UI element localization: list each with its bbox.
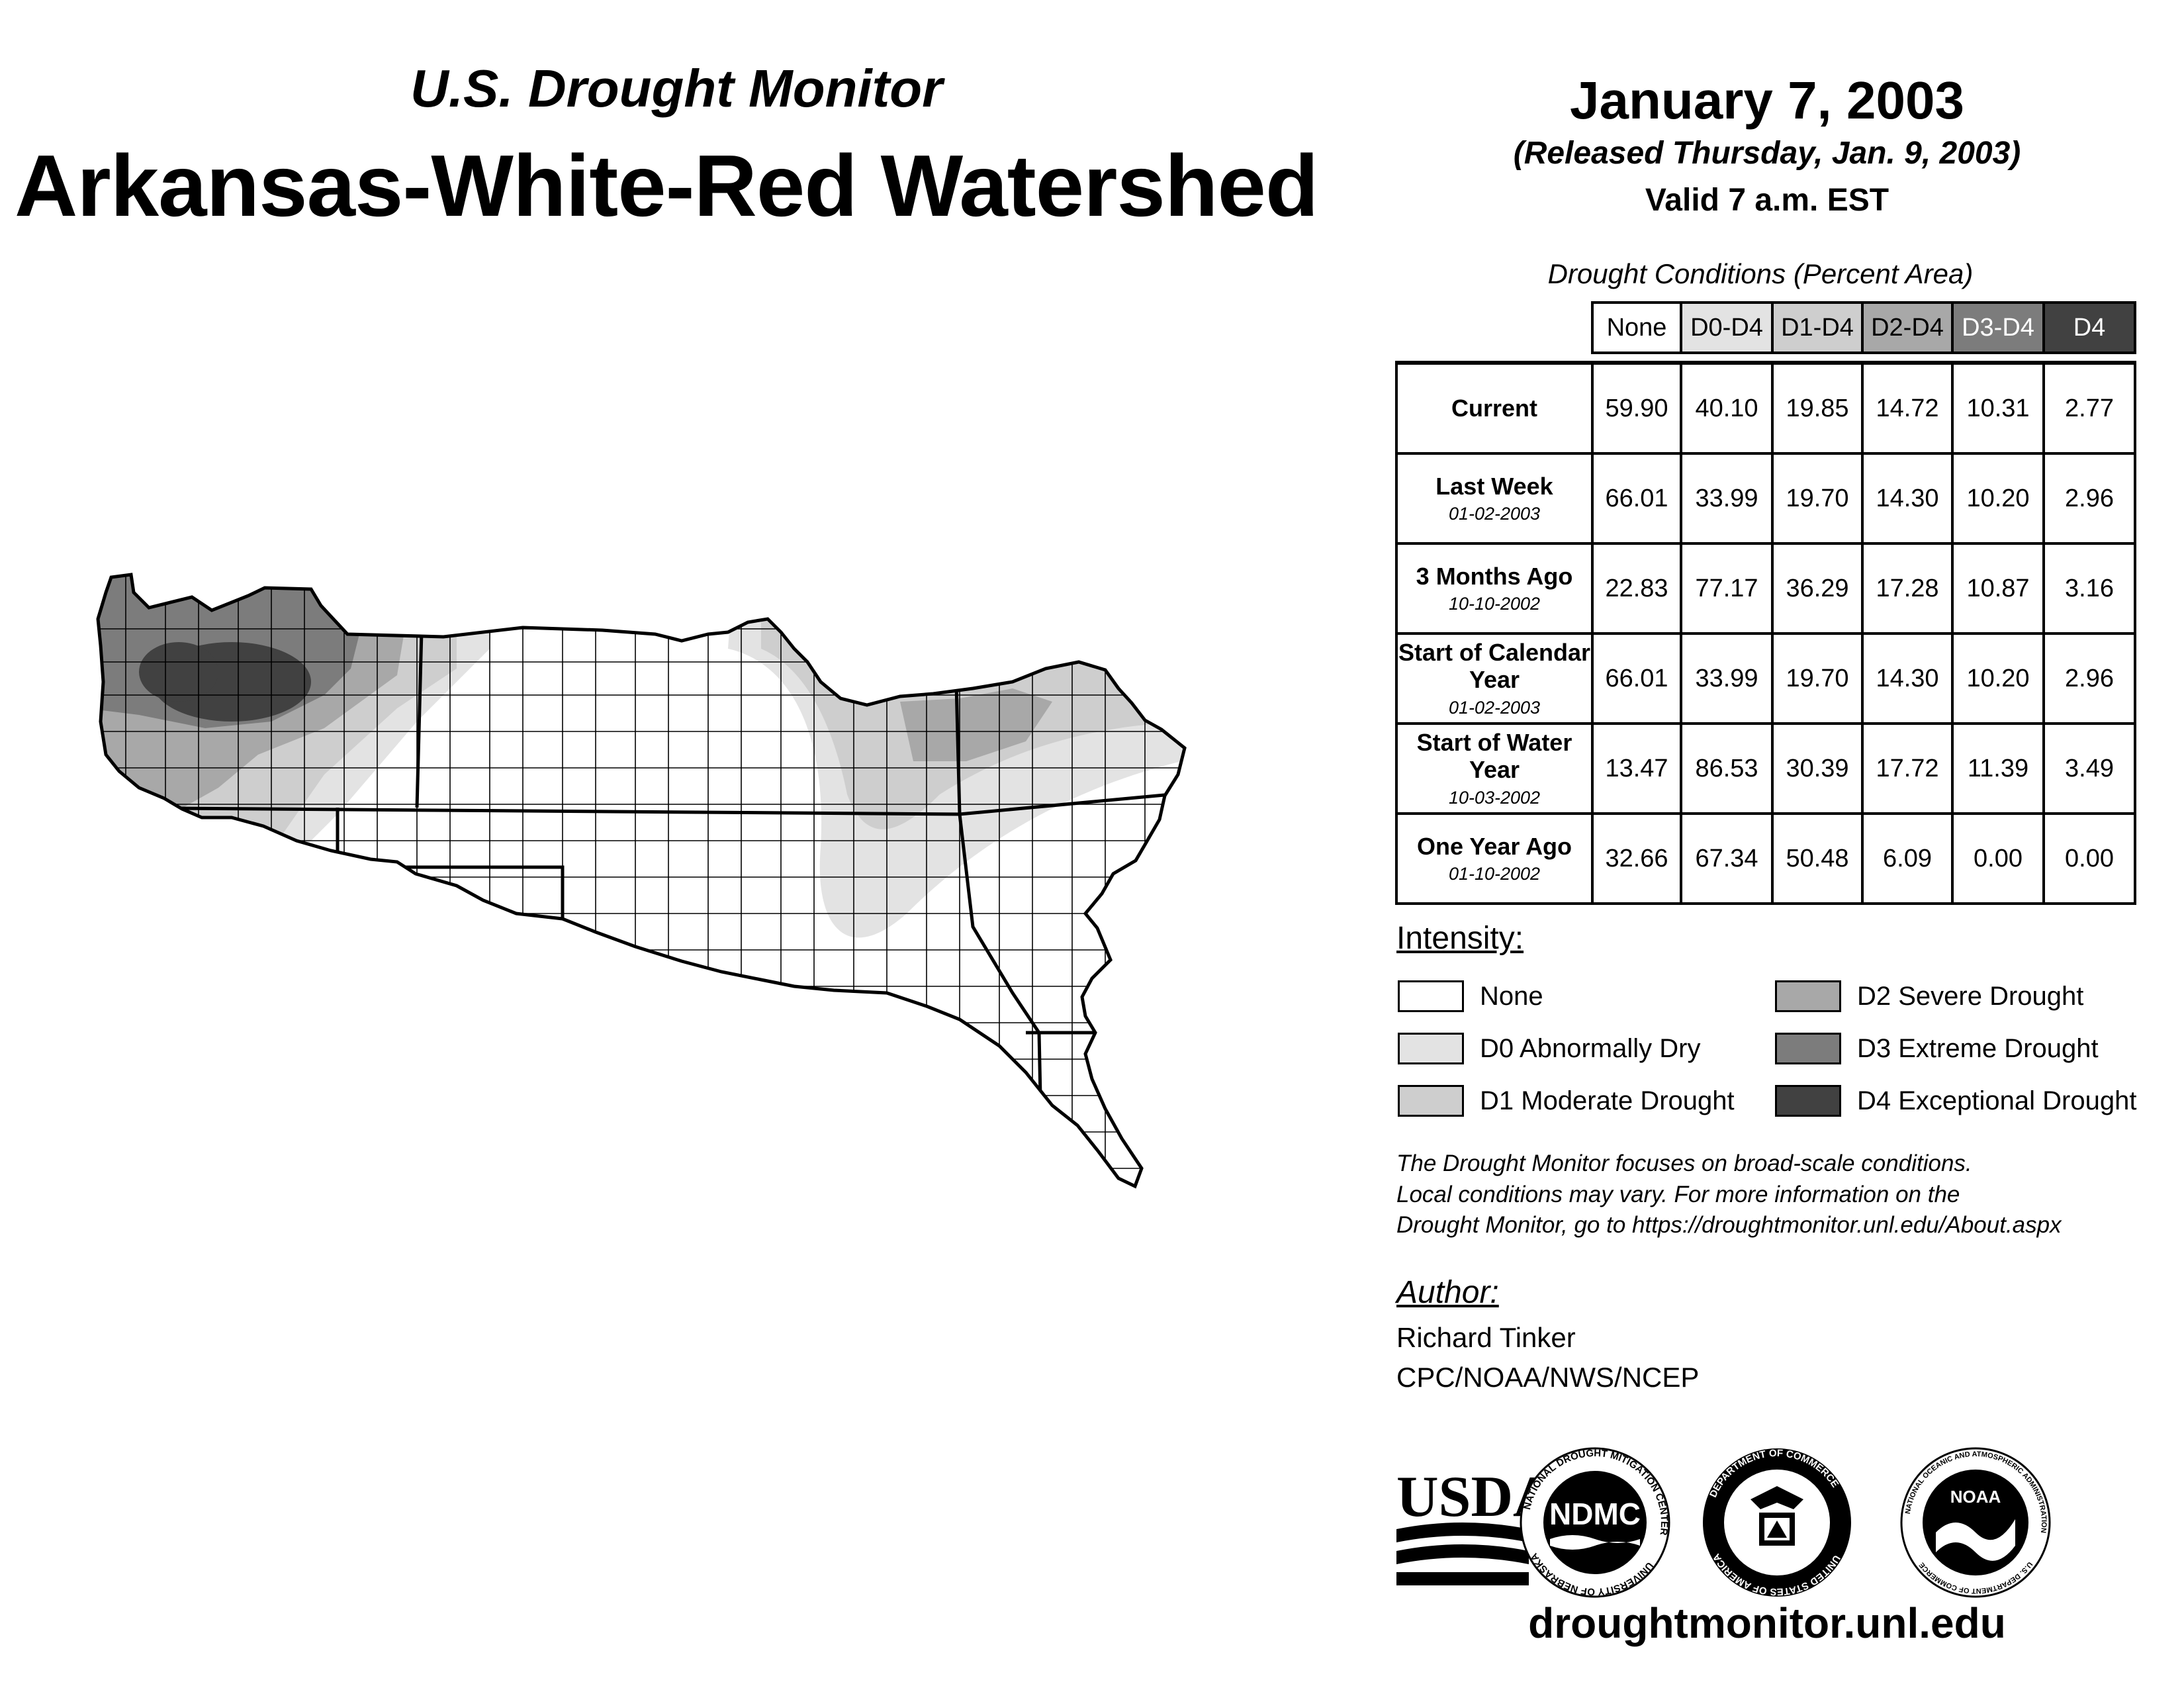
- note-line: The Drought Monitor focuses on broad-sca…: [1396, 1150, 1972, 1176]
- table-cell: 14.30: [1861, 632, 1954, 725]
- table-cell: 67.34: [1680, 812, 1774, 905]
- table-cell: 3.49: [2042, 722, 2136, 815]
- legend-swatch: [1398, 980, 1464, 1012]
- table-cell: 32.66: [1591, 812, 1682, 905]
- col-header-none: None: [1591, 301, 1682, 354]
- table-cell: 10.20: [1951, 452, 2045, 545]
- table-cell: 13.47: [1591, 722, 1682, 815]
- col-header-d3-d4: D3-D4: [1951, 301, 2045, 354]
- table-cell: 66.01: [1591, 632, 1682, 725]
- table-row: Last Week 01-02-2003 66.01 33.99 19.70 14…: [1395, 452, 2136, 545]
- noaa-logo: NOAA NATIONAL OCEANIC AND ATMOSPHERIC AD…: [1900, 1447, 2051, 1598]
- map-date: January 7, 2003: [1570, 71, 1964, 130]
- table-cell: 19.70: [1771, 632, 1864, 725]
- table-cell: 2.96: [2042, 452, 2136, 545]
- legend-swatch: [1398, 1085, 1464, 1117]
- table-row: One Year Ago 01-10-2002 32.66 67.34 50.48…: [1395, 812, 2136, 905]
- row-label-start-of-calendar-year: Start of Calendar Year 01-02-2003: [1395, 632, 1594, 725]
- website-url[interactable]: droughtmonitor.unl.edu: [1528, 1599, 2006, 1647]
- table-cell: 6.09: [1861, 812, 1954, 905]
- watershed-map: [96, 573, 1187, 1189]
- row-label-last-week: Last Week 01-02-2003: [1395, 452, 1594, 545]
- legend-item-d1: D1 Moderate Drought: [1398, 1085, 1735, 1117]
- legend-swatch: [1398, 1033, 1464, 1064]
- legend-item-d0: D0 Abnormally Dry: [1398, 1033, 1700, 1064]
- table-row: Current 59.90 40.10 19.85 14.72 10.31 2.…: [1395, 361, 2136, 455]
- row-label-current: Current: [1395, 361, 1594, 455]
- legend-label: None: [1480, 981, 1543, 1011]
- author-organization: CPC/NOAA/NWS/NCEP: [1396, 1362, 1700, 1393]
- table-row: Start of Calendar Year 01-02-2003 66.01 3…: [1395, 632, 2136, 725]
- table-cell: 10.87: [1951, 542, 2045, 635]
- table-cell: 30.39: [1771, 722, 1864, 815]
- row-label-3-months-ago: 3 Months Ago 10-10-2002: [1395, 542, 1594, 635]
- table-caption: Drought Conditions (Percent Area): [1547, 258, 1974, 289]
- legend-item-none: None: [1398, 980, 1543, 1012]
- legend-swatch: [1775, 980, 1841, 1012]
- valid-time: Valid 7 a.m. EST: [1645, 183, 1889, 218]
- legend-item-d2: D2 Severe Drought: [1775, 980, 2083, 1012]
- legend-label: D3 Extreme Drought: [1857, 1033, 2099, 1063]
- legend-label: D0 Abnormally Dry: [1480, 1033, 1701, 1063]
- table-cell: 40.10: [1680, 361, 1774, 455]
- legend-item-d3: D3 Extreme Drought: [1775, 1033, 2099, 1064]
- table-cell: 50.48: [1771, 812, 1864, 905]
- legend-title: Intensity:: [1396, 921, 1524, 956]
- author-heading: Author:: [1396, 1275, 1499, 1310]
- table-cell: 77.17: [1680, 542, 1774, 635]
- legend-label: D1 Moderate Drought: [1480, 1086, 1735, 1115]
- table-cell: 66.01: [1591, 452, 1682, 545]
- table-cell: 33.99: [1680, 452, 1774, 545]
- table-cell: 14.72: [1861, 361, 1954, 455]
- legend-swatch: [1775, 1085, 1841, 1117]
- row-label-start-of-water-year: Start of Water Year 10-03-2002: [1395, 722, 1594, 815]
- table-cell: 2.96: [2042, 632, 2136, 725]
- table-cell: 19.70: [1771, 452, 1864, 545]
- basin-outline: [96, 573, 1187, 1189]
- note-line: Local conditions may vary. For more info…: [1396, 1181, 1960, 1207]
- table-cell: 17.72: [1861, 722, 1954, 815]
- col-header-d2-d4: D2-D4: [1861, 301, 1954, 354]
- table-cell: 36.29: [1771, 542, 1864, 635]
- legend-swatch: [1775, 1033, 1841, 1064]
- legend-label: D2 Severe Drought: [1857, 981, 2084, 1011]
- table-cell: 19.85: [1771, 361, 1864, 455]
- doc-seal-logo: DEPARTMENT OF COMMERCE UNITED STATES OF …: [1703, 1448, 1851, 1597]
- ndmc-logo: NDMC NATIONAL DROUGHT MITIGATION CENTER …: [1520, 1447, 1670, 1598]
- row-label-one-year-ago: One Year Ago 01-10-2002: [1395, 812, 1594, 905]
- legend-item-d4: D4 Exceptional Drought: [1775, 1085, 2136, 1117]
- legend-label: D4 Exceptional Drought: [1857, 1086, 2137, 1115]
- map-title: Arkansas-White-Red Watershed: [15, 137, 1319, 234]
- table-cell: 10.20: [1951, 632, 2045, 725]
- table-cell: 33.99: [1680, 632, 1774, 725]
- table-cell: 14.30: [1861, 452, 1954, 545]
- table-cell: 22.83: [1591, 542, 1682, 635]
- agency-logos: USDA NDMC NATIONAL DROUGHT MITIGATION CE…: [1396, 1447, 2051, 1598]
- table-cell: 0.00: [2042, 812, 2136, 905]
- drought-conditions-table: None D0-D4 D1-D4 D2-D4 D3-D4 D4 Current …: [1395, 301, 2136, 905]
- table-cell: 10.31: [1951, 361, 2045, 455]
- col-header-d1-d4: D1-D4: [1771, 301, 1864, 354]
- map-subtitle: U.S. Drought Monitor: [410, 59, 943, 118]
- table-cell: 11.39: [1951, 722, 2045, 815]
- table-cell: 2.77: [2042, 361, 2136, 455]
- ndmc-wordmark: NDMC: [1549, 1497, 1641, 1531]
- table-cell: 86.53: [1680, 722, 1774, 815]
- table-cell: 3.16: [2042, 542, 2136, 635]
- noaa-wordmark: NOAA: [1950, 1487, 2001, 1507]
- table-cell: 0.00: [1951, 812, 2045, 905]
- col-header-d0-d4: D0-D4: [1680, 301, 1774, 354]
- table-cell: 17.28: [1861, 542, 1954, 635]
- date-block: January 7, 2003 (Released Thursday, Jan.…: [1443, 71, 2091, 218]
- disclaimer-note: The Drought Monitor focuses on broad-sca…: [1396, 1149, 2177, 1241]
- table-row: Start of Water Year 10-03-2002 13.47 86.5…: [1395, 722, 2136, 815]
- col-header-d4: D4: [2042, 301, 2136, 354]
- note-line: Drought Monitor, go to https://droughtmo…: [1396, 1212, 2062, 1239]
- release-date: (Released Thursday, Jan. 9, 2003): [1513, 136, 2021, 171]
- table-corner: [1396, 303, 1592, 353]
- drought-shading: [98, 575, 1185, 1186]
- table-row: 3 Months Ago 10-10-2002 22.83 77.17 36.29…: [1395, 542, 2136, 635]
- author-name: Richard Tinker: [1396, 1322, 1576, 1353]
- table-cell: 59.90: [1591, 361, 1682, 455]
